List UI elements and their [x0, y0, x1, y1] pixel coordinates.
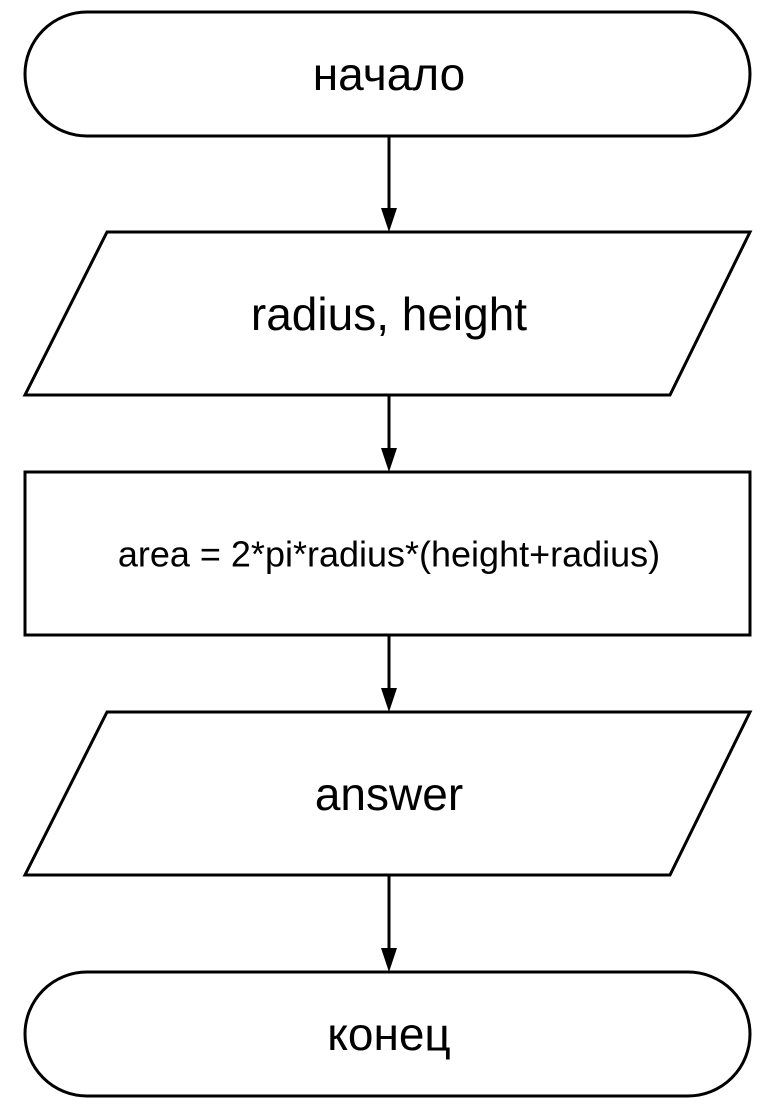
end-terminator: конец: [25, 972, 750, 1096]
output-parallelogram: answer: [25, 712, 750, 875]
input-label: radius, height: [251, 288, 527, 340]
start-terminator: начало: [25, 12, 750, 136]
arrow-process-to-output: [381, 635, 397, 712]
output-label: answer: [315, 768, 463, 820]
end-label: конец: [327, 1008, 451, 1060]
process-label: area = 2*pi*radius*(height+radius): [118, 534, 660, 575]
arrow-start-to-input: [381, 136, 397, 232]
arrow-input-to-process: [381, 395, 397, 472]
start-label: начало: [313, 48, 465, 100]
arrow-output-to-end: [381, 875, 397, 972]
input-parallelogram: radius, height: [25, 232, 750, 395]
process-box: area = 2*pi*radius*(height+radius): [25, 472, 750, 635]
